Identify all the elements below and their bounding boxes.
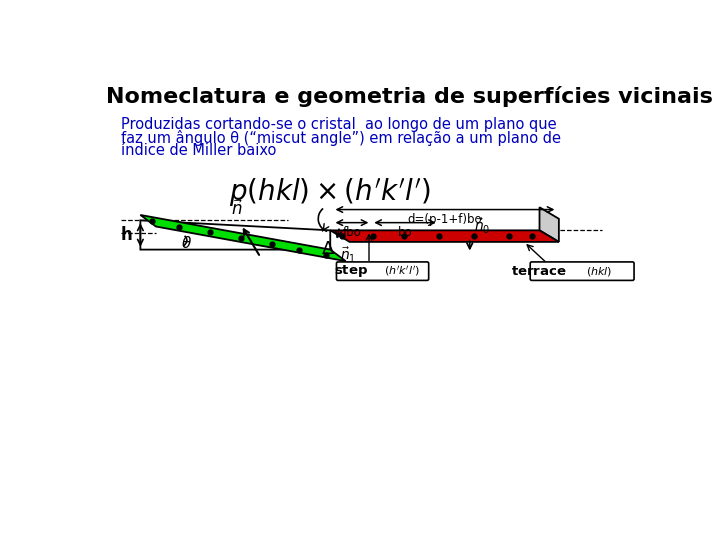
Text: $\mathbf{terrace}$: $\mathbf{terrace}$ <box>511 265 567 278</box>
Text: $(h'k'l')$: $(h'k'l')$ <box>384 264 420 278</box>
Polygon shape <box>330 231 559 242</box>
Text: Nomeclatura e geometria de superfícies vicinais: Nomeclatura e geometria de superfícies v… <box>106 86 712 107</box>
Polygon shape <box>140 215 346 261</box>
Polygon shape <box>539 207 559 242</box>
Text: $(hkl)$: $(hkl)$ <box>586 265 613 278</box>
FancyBboxPatch shape <box>530 262 634 280</box>
Text: $\Delta$: $\Delta$ <box>321 240 335 258</box>
Text: $\vec{n}_1$: $\vec{n}_1$ <box>341 246 356 265</box>
Text: h: h <box>121 226 132 244</box>
Text: $\mathbf{step}$: $\mathbf{step}$ <box>335 263 369 279</box>
Text: fbo: fbo <box>343 226 361 240</box>
Text: d=(p-1+f)bo: d=(p-1+f)bo <box>408 213 482 226</box>
FancyBboxPatch shape <box>336 262 428 280</box>
Text: $\vec{n}$: $\vec{n}$ <box>231 199 243 219</box>
Text: $\vec{n}_0$: $\vec{n}_0$ <box>474 217 490 236</box>
Text: Produzidas cortando-se o cristal  ao longo de um plano que: Produzidas cortando-se o cristal ao long… <box>121 117 557 132</box>
Text: faz um ângulo θ (“miscut angle”) em relação a um plano de: faz um ângulo θ (“miscut angle”) em rela… <box>121 130 561 146</box>
Text: $\theta$: $\theta$ <box>181 235 192 251</box>
Text: índice de Miller baixo: índice de Miller baixo <box>121 143 276 158</box>
Text: $p(hkl)\times(h^{\prime}k^{\prime}l^{\prime})$: $p(hkl)\times(h^{\prime}k^{\prime}l^{\pr… <box>229 177 431 209</box>
Text: bo: bo <box>397 226 413 240</box>
